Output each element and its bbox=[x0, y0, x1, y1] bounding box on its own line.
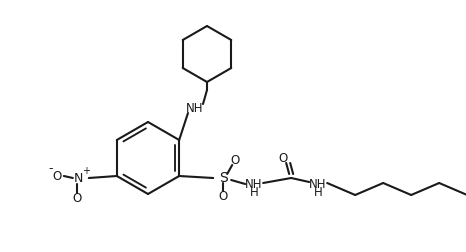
Text: S: S bbox=[219, 171, 227, 185]
Text: NH: NH bbox=[308, 177, 326, 191]
Text: +: + bbox=[82, 166, 90, 176]
Text: H: H bbox=[250, 185, 259, 199]
Text: O: O bbox=[279, 151, 288, 165]
Text: O: O bbox=[52, 170, 62, 182]
Text: NH: NH bbox=[186, 102, 204, 114]
Text: -: - bbox=[48, 163, 53, 175]
Text: H: H bbox=[314, 185, 322, 199]
Text: O: O bbox=[219, 190, 228, 203]
Text: NH: NH bbox=[245, 177, 262, 191]
Text: O: O bbox=[72, 192, 82, 205]
Text: N: N bbox=[74, 172, 83, 184]
Text: O: O bbox=[231, 153, 240, 167]
